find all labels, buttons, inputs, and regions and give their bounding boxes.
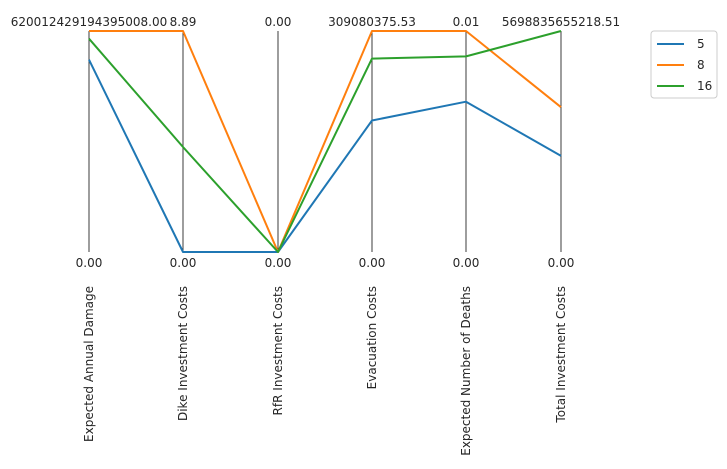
legend-label: 5 [697,37,705,51]
series-lines [88,30,562,253]
axis-min-label: 0.00 [76,256,103,270]
axis-max-label: 620012429194395008.00 [11,15,168,29]
axis-name-label: Expected Annual Damage [82,286,96,442]
axis-max-label: 5698835655218.51 [502,15,620,29]
axis-labels: Expected Annual Damage Dike Investment Co… [82,286,568,456]
axis-min-label: 0.00 [170,256,197,270]
tick-labels: 620012429194395008.00 0.00 8.89 0.00 0.00 0.0… [11,15,620,270]
legend-label: 16 [697,79,712,93]
axis-name-label: Evacuation Costs [365,286,379,389]
axis-min-label: 0.00 [265,256,292,270]
series-line-16 [88,30,562,253]
legend-label: 8 [697,58,705,72]
axis-name-label: Dike Investment Costs [176,286,190,421]
axis-max-label: 0.00 [265,15,292,29]
axis-name-label: Expected Number of Deaths [459,286,473,456]
axis-max-label: 8.89 [170,15,197,29]
axis-name-label: Total Investment Costs [554,286,568,424]
series-line-8 [89,30,562,253]
axis-min-label: 0.00 [359,256,386,270]
axis-name-label: RfR Investment Costs [271,286,285,415]
axis-max-label: 0.01 [453,15,480,29]
axis-min-label: 0.00 [548,256,575,270]
legend: 5 8 16 [650,30,718,99]
axis-max-label: 309080375.53 [328,15,416,29]
series-line-5 [88,59,562,253]
axis-min-label: 0.00 [453,256,480,270]
axes-layer [88,31,562,252]
